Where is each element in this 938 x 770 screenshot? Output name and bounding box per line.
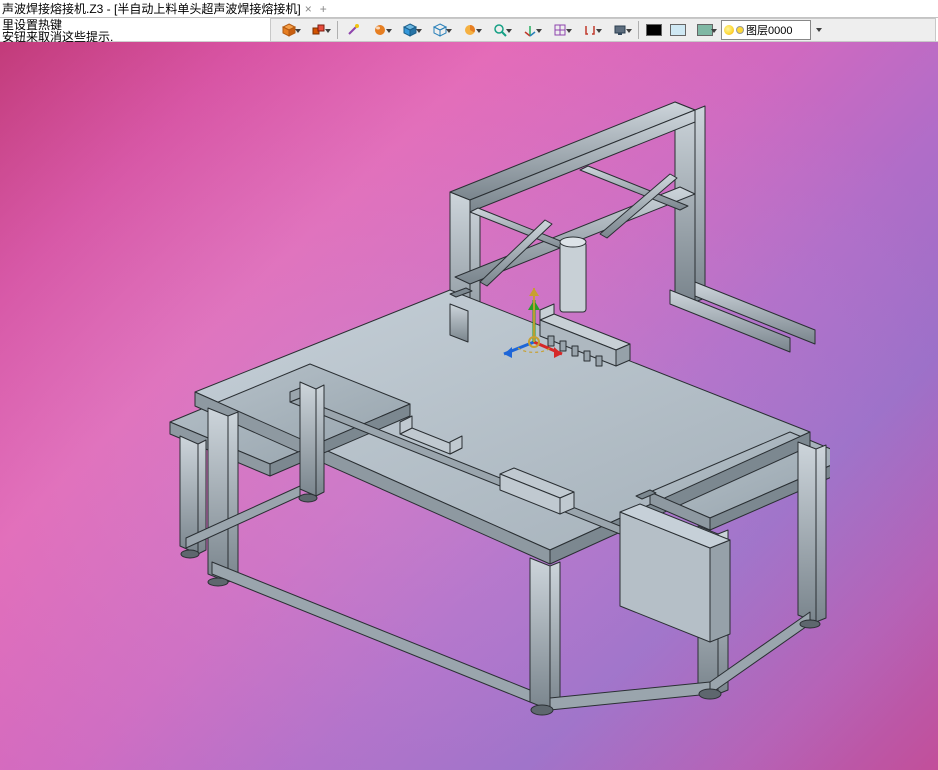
add-tab-icon[interactable]: + bbox=[320, 2, 327, 16]
box-wire-icon[interactable] bbox=[426, 20, 454, 40]
material-icon[interactable] bbox=[366, 20, 394, 40]
view-iso-icon[interactable] bbox=[275, 20, 303, 40]
pie-icon[interactable] bbox=[456, 20, 484, 40]
separator bbox=[638, 21, 639, 39]
hint-text: 里设置热键 安钮来取消这些提示. bbox=[0, 18, 115, 44]
viewport-3d[interactable] bbox=[0, 42, 938, 770]
title-bar: 声波焊接熔接机.Z3 - [半自动上料单头超声波焊接熔接机] × + bbox=[0, 0, 938, 18]
toolbar: 图层0000 bbox=[270, 18, 936, 42]
monitor-icon[interactable] bbox=[606, 20, 634, 40]
measure-icon[interactable] bbox=[576, 20, 604, 40]
color-teal-icon[interactable] bbox=[691, 20, 719, 40]
layer-color-icon bbox=[736, 26, 744, 34]
color-light-icon[interactable] bbox=[667, 20, 689, 40]
bulb-icon bbox=[724, 25, 734, 35]
separator bbox=[337, 21, 338, 39]
zoom-icon[interactable] bbox=[486, 20, 514, 40]
box-blue-icon[interactable] bbox=[396, 20, 424, 40]
layer-dropdown-icon[interactable] bbox=[813, 20, 825, 40]
layer-label: 图层0000 bbox=[746, 22, 792, 38]
model-3d bbox=[150, 82, 830, 722]
close-tab-icon[interactable]: × bbox=[305, 2, 312, 16]
document-title: 声波焊接熔接机.Z3 - [半自动上料单头超声波焊接熔接机] bbox=[2, 0, 301, 17]
axis-icon[interactable] bbox=[516, 20, 544, 40]
color-black-icon[interactable] bbox=[643, 20, 665, 40]
grid-icon[interactable] bbox=[546, 20, 574, 40]
layer-selector[interactable]: 图层0000 bbox=[721, 20, 811, 40]
assembly-icon[interactable] bbox=[305, 20, 333, 40]
wand-icon[interactable] bbox=[342, 20, 364, 40]
